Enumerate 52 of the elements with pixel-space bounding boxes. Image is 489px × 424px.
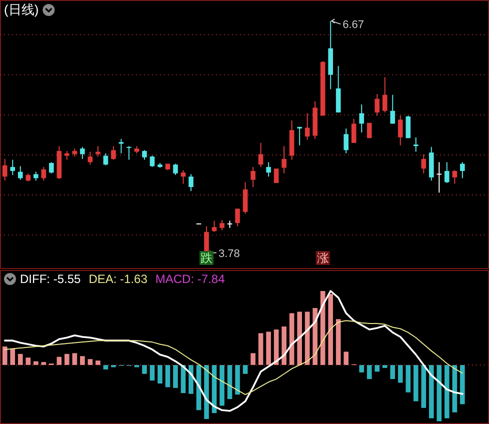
bar xyxy=(444,365,450,418)
text: DIFF: -5.55 xyxy=(20,272,82,286)
bar xyxy=(33,361,38,365)
bar xyxy=(413,365,418,402)
bar xyxy=(242,365,248,374)
bar xyxy=(344,352,348,365)
bar xyxy=(158,365,162,384)
bar xyxy=(312,308,318,365)
bar xyxy=(250,353,256,365)
bar xyxy=(103,365,108,370)
bar xyxy=(429,365,434,418)
bar xyxy=(282,326,286,365)
annotation: 3.78 xyxy=(218,248,240,260)
text: DEA: -1.63 xyxy=(88,272,148,286)
bar xyxy=(10,348,16,365)
chart-title: (日线) xyxy=(4,2,39,17)
bar xyxy=(460,365,465,404)
bar xyxy=(173,365,178,388)
bar xyxy=(374,365,380,372)
bar xyxy=(2,346,8,365)
bar xyxy=(41,362,46,365)
annotation: 6.67 xyxy=(342,19,364,32)
bar xyxy=(18,354,23,365)
bar xyxy=(297,312,302,365)
bar xyxy=(336,319,341,365)
bar xyxy=(328,294,333,365)
bar xyxy=(88,359,93,365)
bar xyxy=(204,365,209,420)
bar xyxy=(56,356,62,365)
annotation: 跌 xyxy=(200,251,213,265)
bar xyxy=(390,365,396,380)
bar xyxy=(227,365,232,400)
bar xyxy=(150,365,155,381)
bar xyxy=(258,333,264,365)
bar xyxy=(72,353,78,365)
bar xyxy=(64,354,70,365)
text: MACD: -7.84 xyxy=(155,272,226,286)
bar xyxy=(80,356,85,365)
annotation: 涨 xyxy=(316,251,329,265)
bar xyxy=(96,360,100,365)
bar xyxy=(142,365,147,374)
bar xyxy=(266,332,271,365)
bar xyxy=(366,365,372,380)
bar xyxy=(382,365,388,368)
bar xyxy=(421,365,426,408)
bar xyxy=(406,365,411,392)
bar xyxy=(398,365,403,383)
bar xyxy=(359,365,364,372)
bar xyxy=(165,365,170,388)
bar xyxy=(26,358,31,365)
bar xyxy=(235,365,240,395)
bar xyxy=(220,365,224,406)
